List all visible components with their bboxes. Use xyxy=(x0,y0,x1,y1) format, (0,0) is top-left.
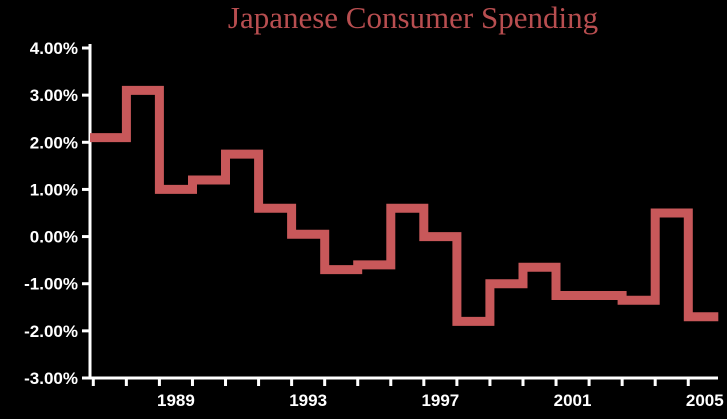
x-tick-label: 1993 xyxy=(289,391,327,410)
x-tick-label: 1997 xyxy=(421,391,459,410)
y-axis-ticks: 4.00% 3.00% 2.00% 1.00% 0.00% -1.00% -2.00% -3.… xyxy=(24,39,90,388)
y-tick-label: 1.00% xyxy=(30,180,78,199)
chart-title: Japanese Consumer Spending xyxy=(228,0,598,35)
x-tick-label: 1989 xyxy=(157,391,195,410)
x-tick-label: 2005 xyxy=(686,391,724,410)
y-tick-label: 0.00% xyxy=(30,228,78,247)
y-tick-label: -1.00% xyxy=(24,275,78,294)
y-tick-label: -3.00% xyxy=(24,369,78,388)
y-tick-label: 4.00% xyxy=(30,39,78,58)
series-line xyxy=(90,85,719,326)
x-axis-ticks: 1989 1993 1997 2001 2005 xyxy=(91,378,724,410)
series-group xyxy=(90,85,719,326)
y-tick-label: 3.00% xyxy=(30,86,78,105)
y-tick-label: -2.00% xyxy=(24,322,78,341)
x-tick-label: 2001 xyxy=(554,391,592,410)
y-tick-label: 2.00% xyxy=(30,133,78,152)
